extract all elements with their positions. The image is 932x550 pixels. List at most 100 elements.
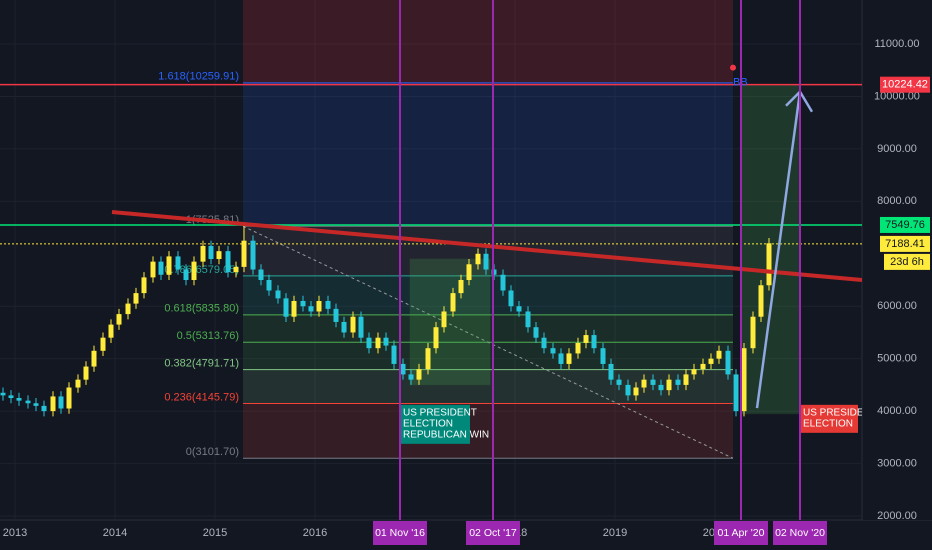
candle-body	[583, 335, 589, 343]
candle-body	[466, 264, 472, 281]
candle-body	[400, 363, 406, 375]
candle-body	[683, 374, 689, 385]
candle-body	[708, 358, 714, 364]
candle-body	[375, 337, 381, 349]
candle-body	[183, 269, 189, 281]
candle-body	[608, 363, 614, 380]
fib-zone	[243, 82, 733, 227]
y-tick-label: 4000.00	[877, 405, 917, 417]
candle-body	[733, 374, 739, 412]
fib-zone	[243, 342, 733, 370]
candle-body	[700, 363, 706, 370]
candle-body	[291, 300, 297, 317]
note-box	[800, 404, 858, 433]
fib-label: 0.236(4145.79)	[164, 391, 239, 403]
candle-body	[366, 337, 372, 349]
x-tick-label: 2014	[103, 527, 127, 539]
candle-body	[408, 374, 414, 380]
candle-body	[758, 285, 764, 317]
candle-body	[741, 348, 747, 412]
candle-body	[283, 298, 289, 317]
x-tick-label: 2015	[203, 527, 227, 539]
fib-label: 0.618(5835.80)	[164, 303, 239, 315]
candle-body	[133, 293, 139, 304]
candle-body	[525, 311, 531, 328]
candle-body	[333, 308, 339, 322]
price-tag-label: 7188.41	[885, 238, 925, 250]
candle-body	[200, 245, 206, 262]
candle-body	[600, 348, 606, 364]
event-tag	[773, 521, 827, 545]
candle-body	[641, 379, 647, 388]
candle-body	[483, 253, 489, 270]
fib-label: 1.618(10259.91)	[158, 71, 239, 83]
note-text: US PRESIDENT	[803, 407, 877, 418]
candle-body	[233, 266, 239, 273]
candle-body	[175, 256, 181, 270]
price-tag	[880, 235, 930, 252]
candle-body	[275, 290, 281, 299]
candle-body	[500, 274, 506, 291]
candle-body	[58, 396, 64, 409]
x-tick-label: 2016	[303, 527, 327, 539]
fib-zone	[243, 0, 733, 83]
candle-body	[108, 324, 114, 338]
y-tick-label: 11000.00	[874, 38, 919, 50]
candle-body	[425, 348, 431, 370]
candle-body	[716, 350, 722, 359]
note-text: ELECTION	[803, 418, 853, 429]
candle-body	[125, 303, 131, 315]
candle-body	[250, 240, 256, 270]
candle-body	[91, 350, 97, 367]
candle-body	[158, 261, 164, 275]
note-text: REPUBLICAN WIN	[403, 429, 489, 440]
candle-body	[241, 240, 247, 267]
candle-body	[341, 321, 347, 333]
candle-body	[516, 306, 522, 312]
candle-body	[766, 243, 772, 286]
candle-body	[66, 387, 72, 409]
event-tag	[466, 521, 520, 545]
fib-label: 0.382(4791.71)	[164, 358, 239, 370]
event-label: 01 Apr '20	[718, 527, 765, 539]
candle-body	[633, 387, 639, 396]
fib-label: 0(3101.70)	[186, 446, 239, 458]
candle-body	[150, 261, 156, 278]
candle-body	[216, 251, 222, 260]
x-tick-label: 2019	[603, 527, 627, 539]
fib-zone	[243, 314, 733, 343]
y-tick-label: 10000.00	[874, 90, 920, 102]
candle-body	[658, 384, 664, 391]
candle-body	[191, 261, 197, 281]
y-tick-label: 2000.00	[877, 510, 917, 522]
candle-body	[550, 348, 556, 354]
bb-dot	[730, 64, 736, 71]
candle-body	[433, 327, 439, 349]
candle-body	[266, 280, 272, 291]
price-tag-label: 10224.42	[882, 79, 928, 91]
candle-body	[508, 290, 514, 307]
candle-body	[83, 366, 89, 380]
fib-label: 0.5(5313.76)	[177, 330, 239, 342]
candle-body	[691, 369, 697, 375]
y-tick-label: 8000.00	[877, 195, 917, 207]
candle-body	[100, 337, 106, 351]
candle-body	[616, 379, 622, 385]
candle-body	[358, 316, 364, 338]
candle-body	[116, 314, 122, 325]
candle-body	[325, 300, 331, 309]
y-tick-label: 9000.00	[877, 143, 917, 155]
candle-body	[225, 251, 231, 273]
fib-label: 0.786(6579.05)	[164, 264, 239, 276]
candle-body	[533, 327, 539, 338]
candle-body	[208, 245, 214, 260]
candle-body	[316, 300, 322, 312]
y-tick-label: 6000.00	[877, 300, 917, 312]
candle-body	[675, 379, 681, 385]
candle-body	[475, 253, 481, 265]
candle-body	[666, 379, 672, 391]
event-tag	[373, 521, 427, 545]
event-tag	[714, 521, 768, 545]
candle-body	[166, 256, 172, 275]
event-label: 01 Nov '16	[375, 527, 425, 539]
